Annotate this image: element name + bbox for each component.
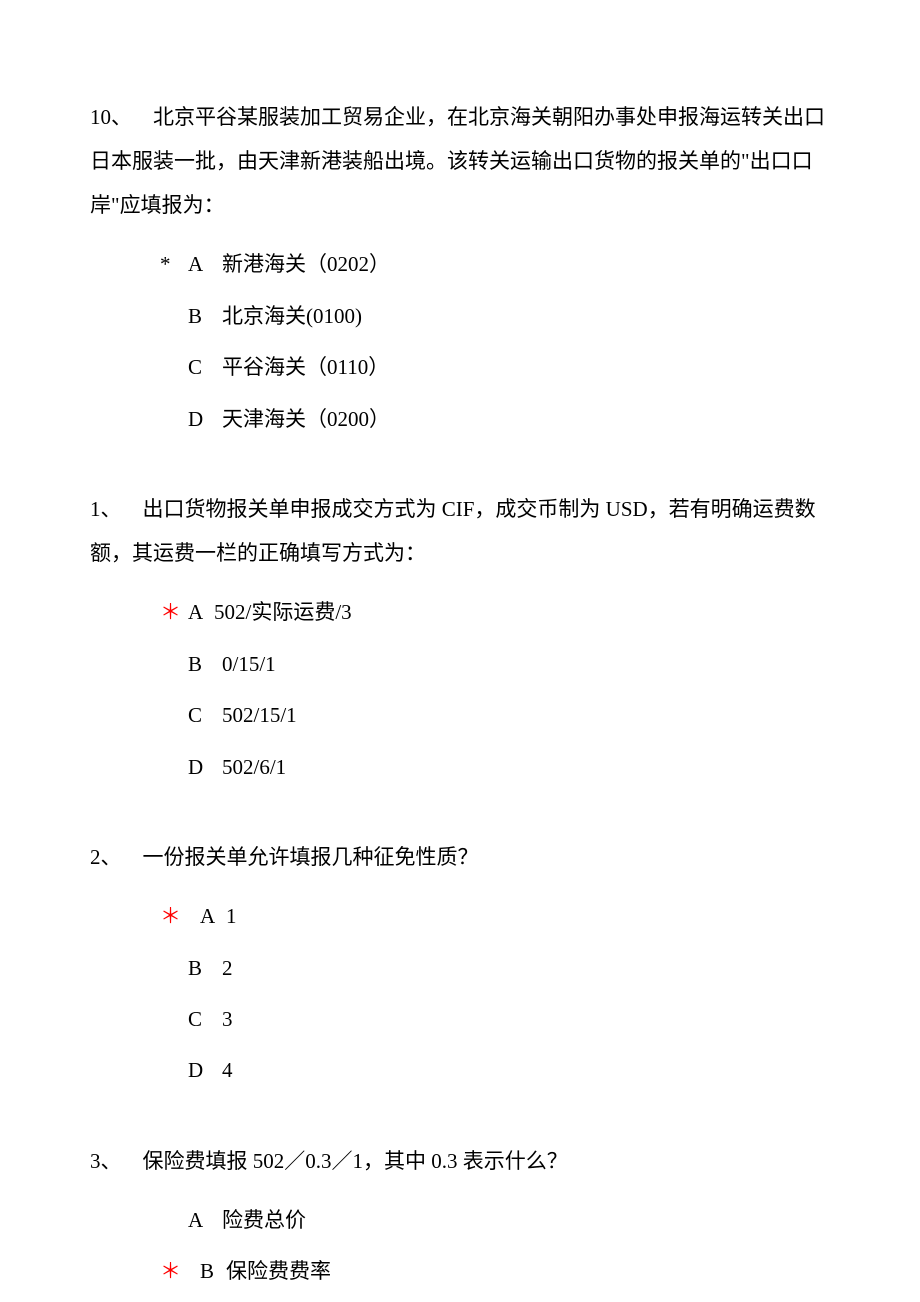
option-text: 4 bbox=[222, 1045, 830, 1096]
question-text: 10、 北京平谷某服装加工贸易企业，在北京海关朝阳办事处申报海运转关出口日本服装… bbox=[90, 95, 830, 227]
option-label: A bbox=[188, 587, 214, 638]
answer-marker: ＊ bbox=[160, 587, 188, 638]
option-text: 2 bbox=[222, 943, 830, 994]
option-label: A bbox=[200, 891, 226, 942]
question-text: 2、 一份报关单允许填报几种征免性质？ bbox=[90, 835, 830, 879]
option-label: B bbox=[200, 1246, 226, 1297]
options-list: *A新港海关（0202）B北京海关(0100)C平谷海关（0110）D天津海关（… bbox=[90, 239, 830, 445]
option-row: B北京海关(0100) bbox=[160, 291, 830, 342]
question-number: 10、 bbox=[90, 95, 132, 139]
option-row: D4 bbox=[160, 1045, 830, 1096]
option-text: 新港海关（0202） bbox=[222, 239, 830, 290]
option-label: B bbox=[188, 639, 222, 690]
option-row: B2 bbox=[160, 943, 830, 994]
option-label: A bbox=[188, 239, 222, 290]
option-text: 保险费费率 bbox=[226, 1246, 830, 1297]
option-text: 天津海关（0200） bbox=[222, 394, 830, 445]
option-text: 502/6/1 bbox=[222, 742, 830, 793]
option-text: 险费总价 bbox=[222, 1195, 830, 1246]
question-body: 北京平谷某服装加工贸易企业，在北京海关朝阳办事处申报海运转关出口日本服装一批，由… bbox=[90, 105, 825, 217]
question-body: 一份报关单允许填报几种征免性质？ bbox=[122, 845, 479, 869]
option-row: D天津海关（0200） bbox=[160, 394, 830, 445]
option-label: A bbox=[188, 1195, 222, 1246]
question-text: 3、 保险费填报 502／0.3／1，其中 0.3 表示什么？ bbox=[90, 1139, 830, 1183]
option-row: ＊B保险费费率 bbox=[160, 1246, 830, 1297]
option-text: 502/15/1 bbox=[222, 690, 830, 741]
option-row: *A新港海关（0202） bbox=[160, 239, 830, 290]
options-list: ＊A502/实际运费/3B0/15/1C502/15/1D502/6/1 bbox=[90, 587, 830, 793]
option-label: C bbox=[188, 994, 222, 1045]
option-label: C bbox=[188, 690, 222, 741]
option-row: B0/15/1 bbox=[160, 639, 830, 690]
question-body: 保险费填报 502／0.3／1，其中 0.3 表示什么？ bbox=[122, 1149, 568, 1173]
option-row: ＊A1 bbox=[160, 891, 830, 942]
question-block: 1、 出口货物报关单申报成交方式为 CIF，成交币制为 USD，若有明确运费数额… bbox=[90, 487, 830, 793]
option-text: 0/15/1 bbox=[222, 639, 830, 690]
option-text: 502/实际运费/3 bbox=[214, 587, 830, 638]
option-text: 1 bbox=[226, 891, 830, 942]
option-label: B bbox=[188, 291, 222, 342]
option-text: 平谷海关（0110） bbox=[222, 342, 830, 393]
question-number: 3、 bbox=[90, 1139, 122, 1183]
option-row: ＊A502/实际运费/3 bbox=[160, 587, 830, 638]
question-number: 1、 bbox=[90, 487, 122, 531]
option-row: A险费总价 bbox=[160, 1195, 830, 1246]
option-label: C bbox=[188, 342, 222, 393]
answer-marker: ＊ bbox=[160, 1246, 200, 1297]
answer-marker: * bbox=[160, 239, 188, 290]
option-label: D bbox=[188, 742, 222, 793]
option-label: B bbox=[188, 943, 222, 994]
option-row: C3 bbox=[160, 994, 830, 1045]
options-list: ＊A1B2C3D4 bbox=[90, 891, 830, 1097]
question-text: 1、 出口货物报关单申报成交方式为 CIF，成交币制为 USD，若有明确运费数额… bbox=[90, 487, 830, 575]
options-list: A险费总价＊B保险费费率 bbox=[90, 1195, 830, 1298]
option-row: C平谷海关（0110） bbox=[160, 342, 830, 393]
option-label: D bbox=[188, 394, 222, 445]
option-row: C502/15/1 bbox=[160, 690, 830, 741]
option-row: D502/6/1 bbox=[160, 742, 830, 793]
question-number: 2、 bbox=[90, 835, 122, 879]
question-body: 出口货物报关单申报成交方式为 CIF，成交币制为 USD，若有明确运费数额，其运… bbox=[90, 497, 816, 565]
question-block: 2、 一份报关单允许填报几种征免性质？ ＊A1B2C3D4 bbox=[90, 835, 830, 1097]
option-text: 北京海关(0100) bbox=[222, 291, 830, 342]
question-block: 10、 北京平谷某服装加工贸易企业，在北京海关朝阳办事处申报海运转关出口日本服装… bbox=[90, 95, 830, 445]
option-text: 3 bbox=[222, 994, 830, 1045]
answer-marker: ＊ bbox=[160, 891, 200, 942]
question-block: 3、 保险费填报 502／0.3／1，其中 0.3 表示什么？A险费总价＊B保险… bbox=[90, 1139, 830, 1298]
option-label: D bbox=[188, 1045, 222, 1096]
